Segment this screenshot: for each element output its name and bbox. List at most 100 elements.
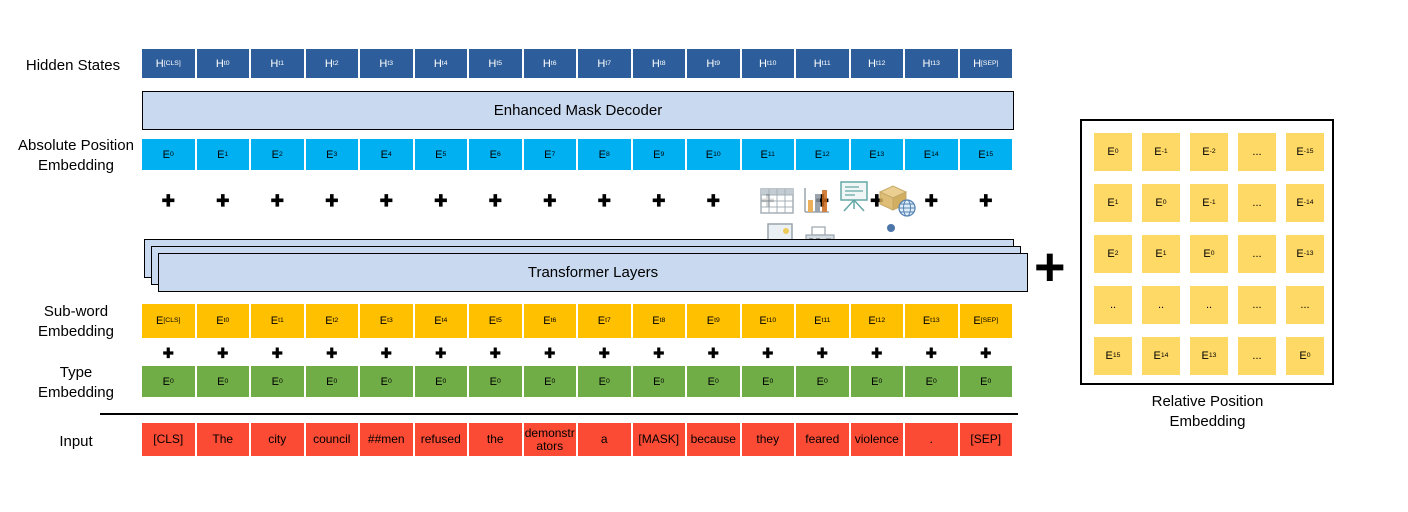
relative-position-matrix: E 0 E -1 E -2... E -15 E 1 E 0 E -1... E -14 E 2 E 1 E 0... E -… (1080, 119, 1334, 385)
relative-position-cell: ... (1238, 184, 1276, 222)
absolute-position-cell: E 14 (905, 139, 958, 170)
plus-icon: + (652, 187, 666, 213)
plus-icon: + (924, 187, 938, 213)
label-line: Absolute Position (18, 137, 134, 154)
input-token-cell: because (687, 423, 740, 456)
plus-icon-large: + (1034, 237, 1066, 297)
hidden-state-cell: H [CLS] (142, 49, 195, 78)
relative-position-cell: .. (1142, 286, 1180, 324)
plus-icon: + (162, 342, 174, 363)
input-token-cell: . (905, 423, 958, 456)
plus-icon: + (161, 187, 175, 213)
relative-position-cell: ... (1238, 337, 1276, 375)
input-token-cell: city (251, 423, 304, 456)
bar-chart-icon (804, 188, 829, 213)
relative-position-cell: .. (1190, 286, 1228, 324)
relative-position-cell: .. (1094, 286, 1132, 324)
type-embedding-label: Type Embedding (0, 363, 152, 402)
enhanced-mask-decoder-bar: Enhanced Mask Decoder (142, 91, 1014, 130)
input-token-cell: feared (796, 423, 849, 456)
plus-icon: + (489, 342, 501, 363)
input-token-cell: The (196, 423, 249, 456)
subword-embedding-cell: E [SEP] (959, 304, 1012, 338)
table-icon (760, 188, 794, 214)
enhanced-mask-decoder-label: Enhanced Mask Decoder (493, 102, 663, 119)
plus-icon: + (871, 342, 883, 363)
input-label: Input (59, 433, 93, 450)
plus-icon: + (271, 342, 283, 363)
relative-position-cell: ... (1238, 235, 1276, 273)
relative-position-cell: E 13 (1190, 337, 1228, 375)
input-token-cell: ##men (360, 423, 413, 456)
absolute-position-cell: E 11 (741, 139, 794, 170)
flipchart-icon (840, 181, 868, 212)
plus-icon: + (816, 342, 828, 363)
relative-position-cell: E -13 (1286, 235, 1324, 273)
transformer-layers-label: Transformer Layers (527, 264, 659, 281)
input-token-cell: violence (850, 423, 903, 456)
input-token-cell: a (578, 423, 631, 456)
plus-icon: + (434, 187, 448, 213)
relative-position-cell: E 14 (1142, 337, 1180, 375)
hidden-state-cell: H [SEP] (959, 49, 1012, 78)
label-line: Embedding (1169, 412, 1246, 430)
relative-position-cell: ... (1286, 286, 1324, 324)
label-line: Embedding (38, 156, 114, 174)
plus-icon: + (762, 342, 774, 363)
plus-icon: + (597, 187, 611, 213)
label-line: Embedding (38, 322, 114, 340)
absolute-position-cell: E 15 (959, 139, 1012, 170)
plus-icon: + (598, 342, 610, 363)
input-token-cell: refused (414, 423, 467, 456)
subword-embedding-label: Sub-word Embedding (0, 302, 152, 341)
absolute-position-cell: E 10 (687, 139, 740, 170)
plus-icon: + (706, 187, 720, 213)
relative-position-cell: E -15 (1286, 133, 1324, 171)
plus-icon: + (488, 187, 502, 213)
plus-icon: + (325, 187, 339, 213)
absolute-position-cell: E 12 (796, 139, 849, 170)
plus-icon: + (979, 187, 993, 213)
plus-icon: + (270, 187, 284, 213)
hidden-states-label: Hidden States (25, 57, 121, 74)
relative-position-cell: E -2 (1190, 133, 1228, 171)
input-token-cell: the (469, 423, 522, 456)
label-line: Type (59, 364, 93, 381)
relative-position-label: Relative Position Embedding (1105, 392, 1310, 431)
absolute-position-row: E 0 E 1 E 2 E 3 E 4 E 5 E 6 E 7 E 8 E 9 E 10 E 11 E 12 E 13 E 14 E 15 (142, 139, 1012, 170)
